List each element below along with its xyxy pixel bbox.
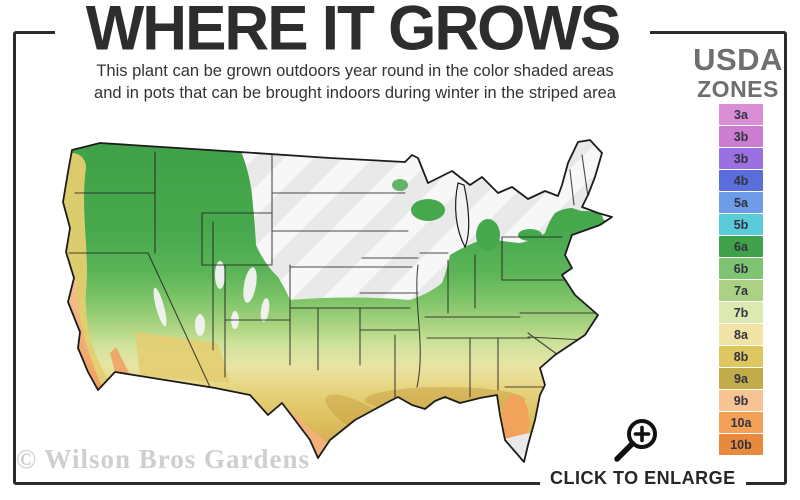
magnifier-plus-icon[interactable]: [608, 412, 664, 468]
lake-michigan: [454, 182, 470, 249]
mountain-white-patches: [153, 261, 270, 336]
state-borders: [68, 151, 596, 398]
usa-outline: [62, 139, 613, 463]
subtitle: This plant can be grown outdoors year ro…: [45, 61, 665, 105]
zone-swatch-9b: 9b: [719, 390, 763, 411]
zones-label: ZONES: [697, 76, 779, 102]
south-florida-striped: [502, 433, 530, 462]
zone-swatch-6b: 6b: [719, 258, 763, 279]
usa-zone-map[interactable]: [50, 125, 670, 475]
usda-label: USDA: [693, 42, 783, 77]
zone-swatch-9a: 9a: [719, 368, 763, 389]
subtitle-line-1: This plant can be grown outdoors year ro…: [96, 62, 614, 80]
zone-swatch-8b: 8b: [719, 346, 763, 367]
watermark: © Wilson Bros Gardens: [16, 444, 310, 474]
zone-swatch-7b: 7b: [719, 302, 763, 323]
zone-swatch-5a: 5a: [719, 192, 763, 213]
zone-swatch-3b-2: 3b: [719, 148, 763, 169]
northern-green-patches: [392, 179, 603, 251]
usda-zones-heading: USDA ZONES: [684, 44, 792, 101]
central-florida-orange: [501, 395, 529, 445]
zone-swatch-10b: 10b: [719, 434, 763, 455]
colorado-river-orange: [110, 347, 130, 375]
zone-swatch-5b: 5b: [719, 214, 763, 235]
title-block: WHERE IT GROWS: [55, 0, 650, 64]
click-to-enlarge-button[interactable]: CLICK TO ENLARGE: [540, 466, 746, 493]
zone-swatch-6a: 6a: [719, 236, 763, 257]
zone-swatch-8a: 8a: [719, 324, 763, 345]
zone-legend: 3a 3b 3b 4b 5a 5b 6a 6b 7a 7b 8a 8b 9a 9…: [719, 104, 763, 456]
page-title: WHERE IT GROWS: [85, 0, 621, 64]
zone-swatch-7a: 7a: [719, 280, 763, 301]
subtitle-line-2: and in pots that can be brought indoors …: [94, 83, 616, 102]
zone-swatch-3a: 3a: [719, 104, 763, 125]
zone-swatch-10a: 10a: [719, 412, 763, 433]
zone-swatch-4b: 4b: [719, 170, 763, 191]
arizona-desert-area: [135, 332, 230, 383]
zone-swatch-3b: 3b: [719, 126, 763, 147]
